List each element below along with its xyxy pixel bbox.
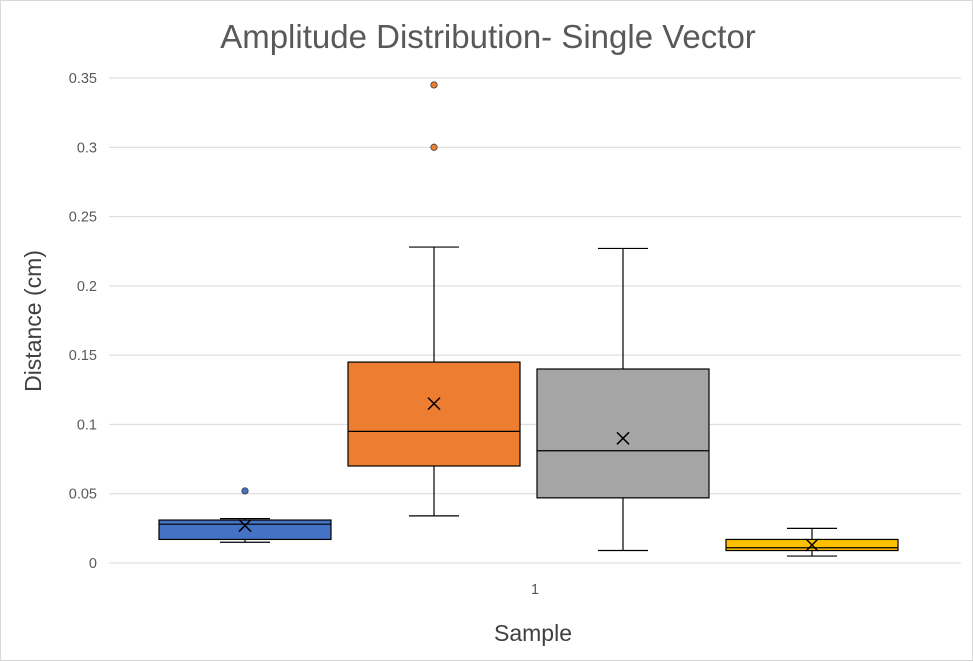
outlier-point	[430, 81, 438, 89]
chart-title: Amplitude Distribution- Single Vector	[220, 18, 756, 55]
y-tick-label: 0	[89, 556, 97, 572]
box-series-4	[725, 527, 899, 557]
box-iqr	[158, 519, 332, 541]
y-tick-label: 0.1	[77, 417, 97, 433]
x-axis-ticks: 1	[531, 582, 539, 598]
mean-marker	[616, 431, 630, 445]
box-series-3	[536, 247, 710, 552]
y-tick-label: 0.05	[69, 487, 97, 503]
y-axis-ticks: 0 0.05 0.1 0.15 0.2 0.25 0.3 0.35	[69, 71, 97, 572]
y-tick-label: 0.3	[77, 140, 97, 156]
mean-marker	[238, 519, 252, 533]
box-series-1	[158, 487, 332, 543]
box-series-2	[347, 81, 521, 517]
y-tick-label: 0.35	[69, 71, 97, 87]
outlier-point	[241, 487, 249, 495]
x-tick-label: 1	[531, 582, 539, 598]
mean-marker	[805, 538, 819, 552]
y-tick-label: 0.25	[69, 210, 97, 226]
gridlines	[109, 77, 961, 564]
boxes	[158, 81, 899, 557]
y-tick-label: 0.15	[69, 348, 97, 364]
mean-marker	[427, 397, 441, 411]
box-iqr	[347, 361, 521, 467]
x-axis-title: Sample	[494, 620, 572, 646]
y-tick-label: 0.2	[77, 279, 97, 295]
box-iqr	[536, 368, 710, 499]
y-axis-title: Distance (cm)	[20, 250, 46, 392]
outlier-point	[430, 143, 438, 151]
